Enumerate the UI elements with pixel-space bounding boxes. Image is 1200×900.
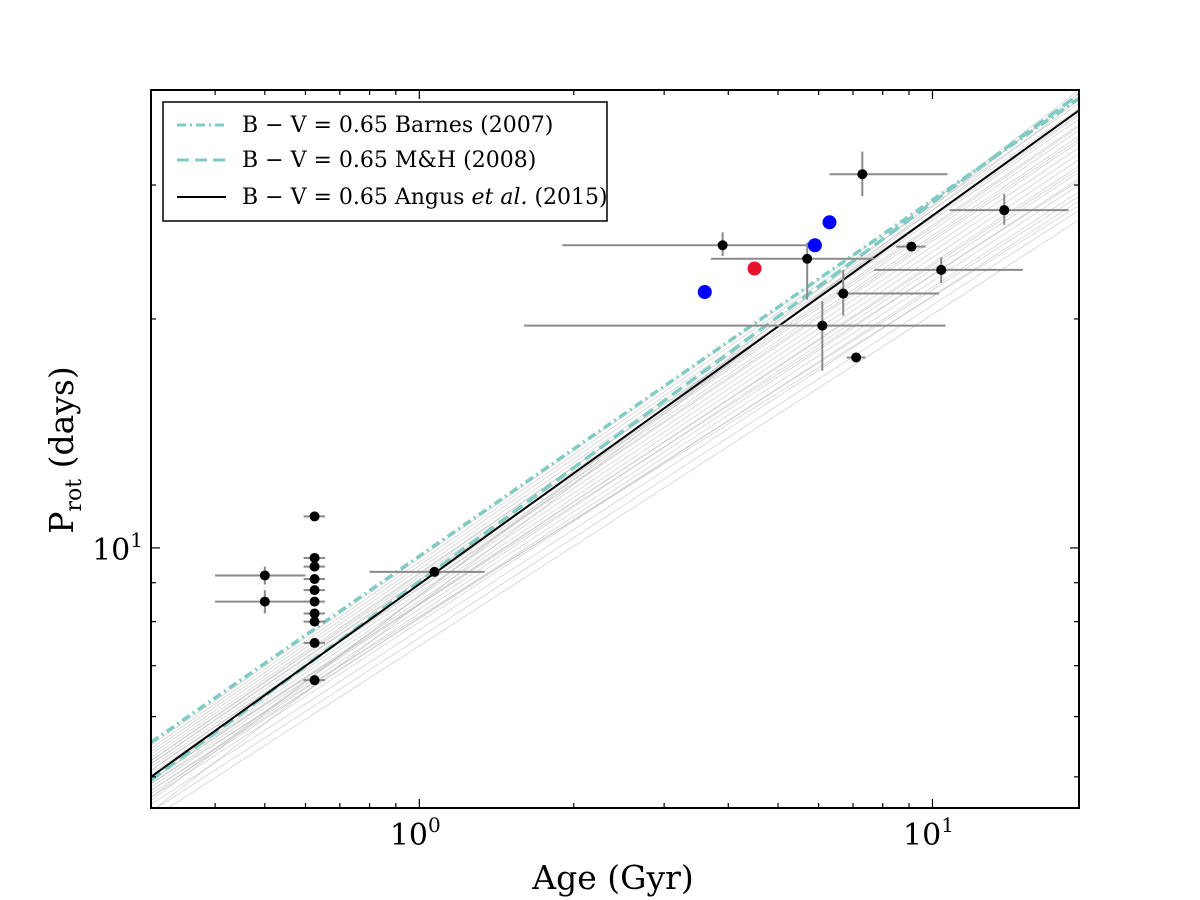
sample-line bbox=[151, 138, 1079, 771]
model-line-dashdot bbox=[151, 96, 1079, 744]
data-point bbox=[259, 596, 270, 607]
data-point bbox=[309, 585, 320, 596]
legend-label-angus-post: (2015) bbox=[527, 185, 607, 210]
x-tick-label: 101 bbox=[903, 813, 954, 853]
data-point bbox=[936, 264, 947, 275]
data-point bbox=[851, 352, 862, 363]
data-points bbox=[259, 169, 1010, 686]
data-point bbox=[309, 574, 320, 585]
y-axis-title: Prot (days) bbox=[42, 366, 87, 533]
data-point bbox=[309, 675, 320, 686]
legend-label-mh: B − V = 0.65 M&H (2008) bbox=[242, 148, 536, 173]
model-lines bbox=[151, 92, 1079, 782]
data-point bbox=[717, 240, 728, 251]
sample-line bbox=[151, 153, 1079, 778]
sample-line bbox=[155, 209, 1079, 808]
legend-label-angus: B − V = 0.65 Angus et al. (2015) bbox=[242, 185, 608, 210]
data-point bbox=[309, 616, 320, 627]
data-point bbox=[999, 205, 1010, 216]
x-axis-title: Age (Gyr) bbox=[531, 858, 694, 897]
data-point bbox=[906, 241, 917, 252]
highlight-point bbox=[697, 285, 712, 300]
data-point bbox=[309, 596, 320, 607]
sample-line bbox=[151, 108, 1079, 752]
x-tick-label: 100 bbox=[390, 813, 441, 853]
sample-line bbox=[151, 103, 1079, 749]
data-point bbox=[259, 570, 270, 581]
sample-line bbox=[151, 159, 1079, 781]
legend-label-angus-italic: et al. bbox=[471, 185, 527, 210]
highlight-point bbox=[747, 261, 762, 276]
data-point bbox=[429, 566, 440, 577]
error-bars bbox=[215, 151, 1069, 682]
legend-label-barnes: B − V = 0.65 Barnes (2007) bbox=[242, 113, 553, 138]
sample-line bbox=[151, 200, 1079, 805]
legend-box bbox=[162, 101, 608, 222]
sample-line bbox=[167, 219, 1079, 808]
data-point bbox=[309, 608, 320, 619]
sample-line bbox=[151, 178, 1079, 791]
model-line-dashed bbox=[151, 92, 1079, 782]
sample-line bbox=[151, 184, 1079, 795]
y-tick-label: 101 bbox=[92, 528, 143, 568]
data-point bbox=[838, 288, 849, 299]
highlight-point bbox=[807, 238, 822, 253]
axis-ticks bbox=[150, 89, 1079, 808]
tick-labels: 100 101 101 bbox=[92, 528, 954, 853]
sample-line bbox=[151, 129, 1079, 765]
sample-line bbox=[151, 180, 1079, 778]
data-point bbox=[309, 552, 320, 563]
sample-line bbox=[151, 171, 1079, 788]
data-point bbox=[817, 320, 828, 331]
plot-area bbox=[151, 90, 1079, 808]
sample-line bbox=[151, 168, 1079, 781]
data-point bbox=[309, 561, 320, 572]
y-axis-title-main: P bbox=[42, 512, 81, 534]
data-point bbox=[802, 253, 813, 264]
sample-line bbox=[154, 92, 1079, 808]
highlight-point bbox=[822, 215, 837, 230]
y-axis-title-subscript: rot bbox=[62, 479, 87, 512]
legend-label-angus-pre: B − V = 0.65 Angus bbox=[242, 185, 471, 210]
data-point bbox=[309, 511, 320, 522]
model-line-solid bbox=[151, 109, 1079, 778]
sample-line bbox=[151, 205, 1079, 784]
legend: B − V = 0.65 Barnes (2007) B − V = 0.65 … bbox=[162, 101, 608, 222]
data-point bbox=[309, 637, 320, 648]
sample-line bbox=[151, 147, 1079, 774]
y-axis-title-tail: (days) bbox=[42, 366, 81, 479]
data-point bbox=[857, 169, 868, 180]
sample-line bbox=[151, 195, 1079, 791]
sample-line bbox=[151, 126, 1079, 765]
sample-line bbox=[151, 97, 1079, 746]
plot-frame bbox=[150, 89, 1080, 809]
sample-line bbox=[151, 135, 1079, 768]
